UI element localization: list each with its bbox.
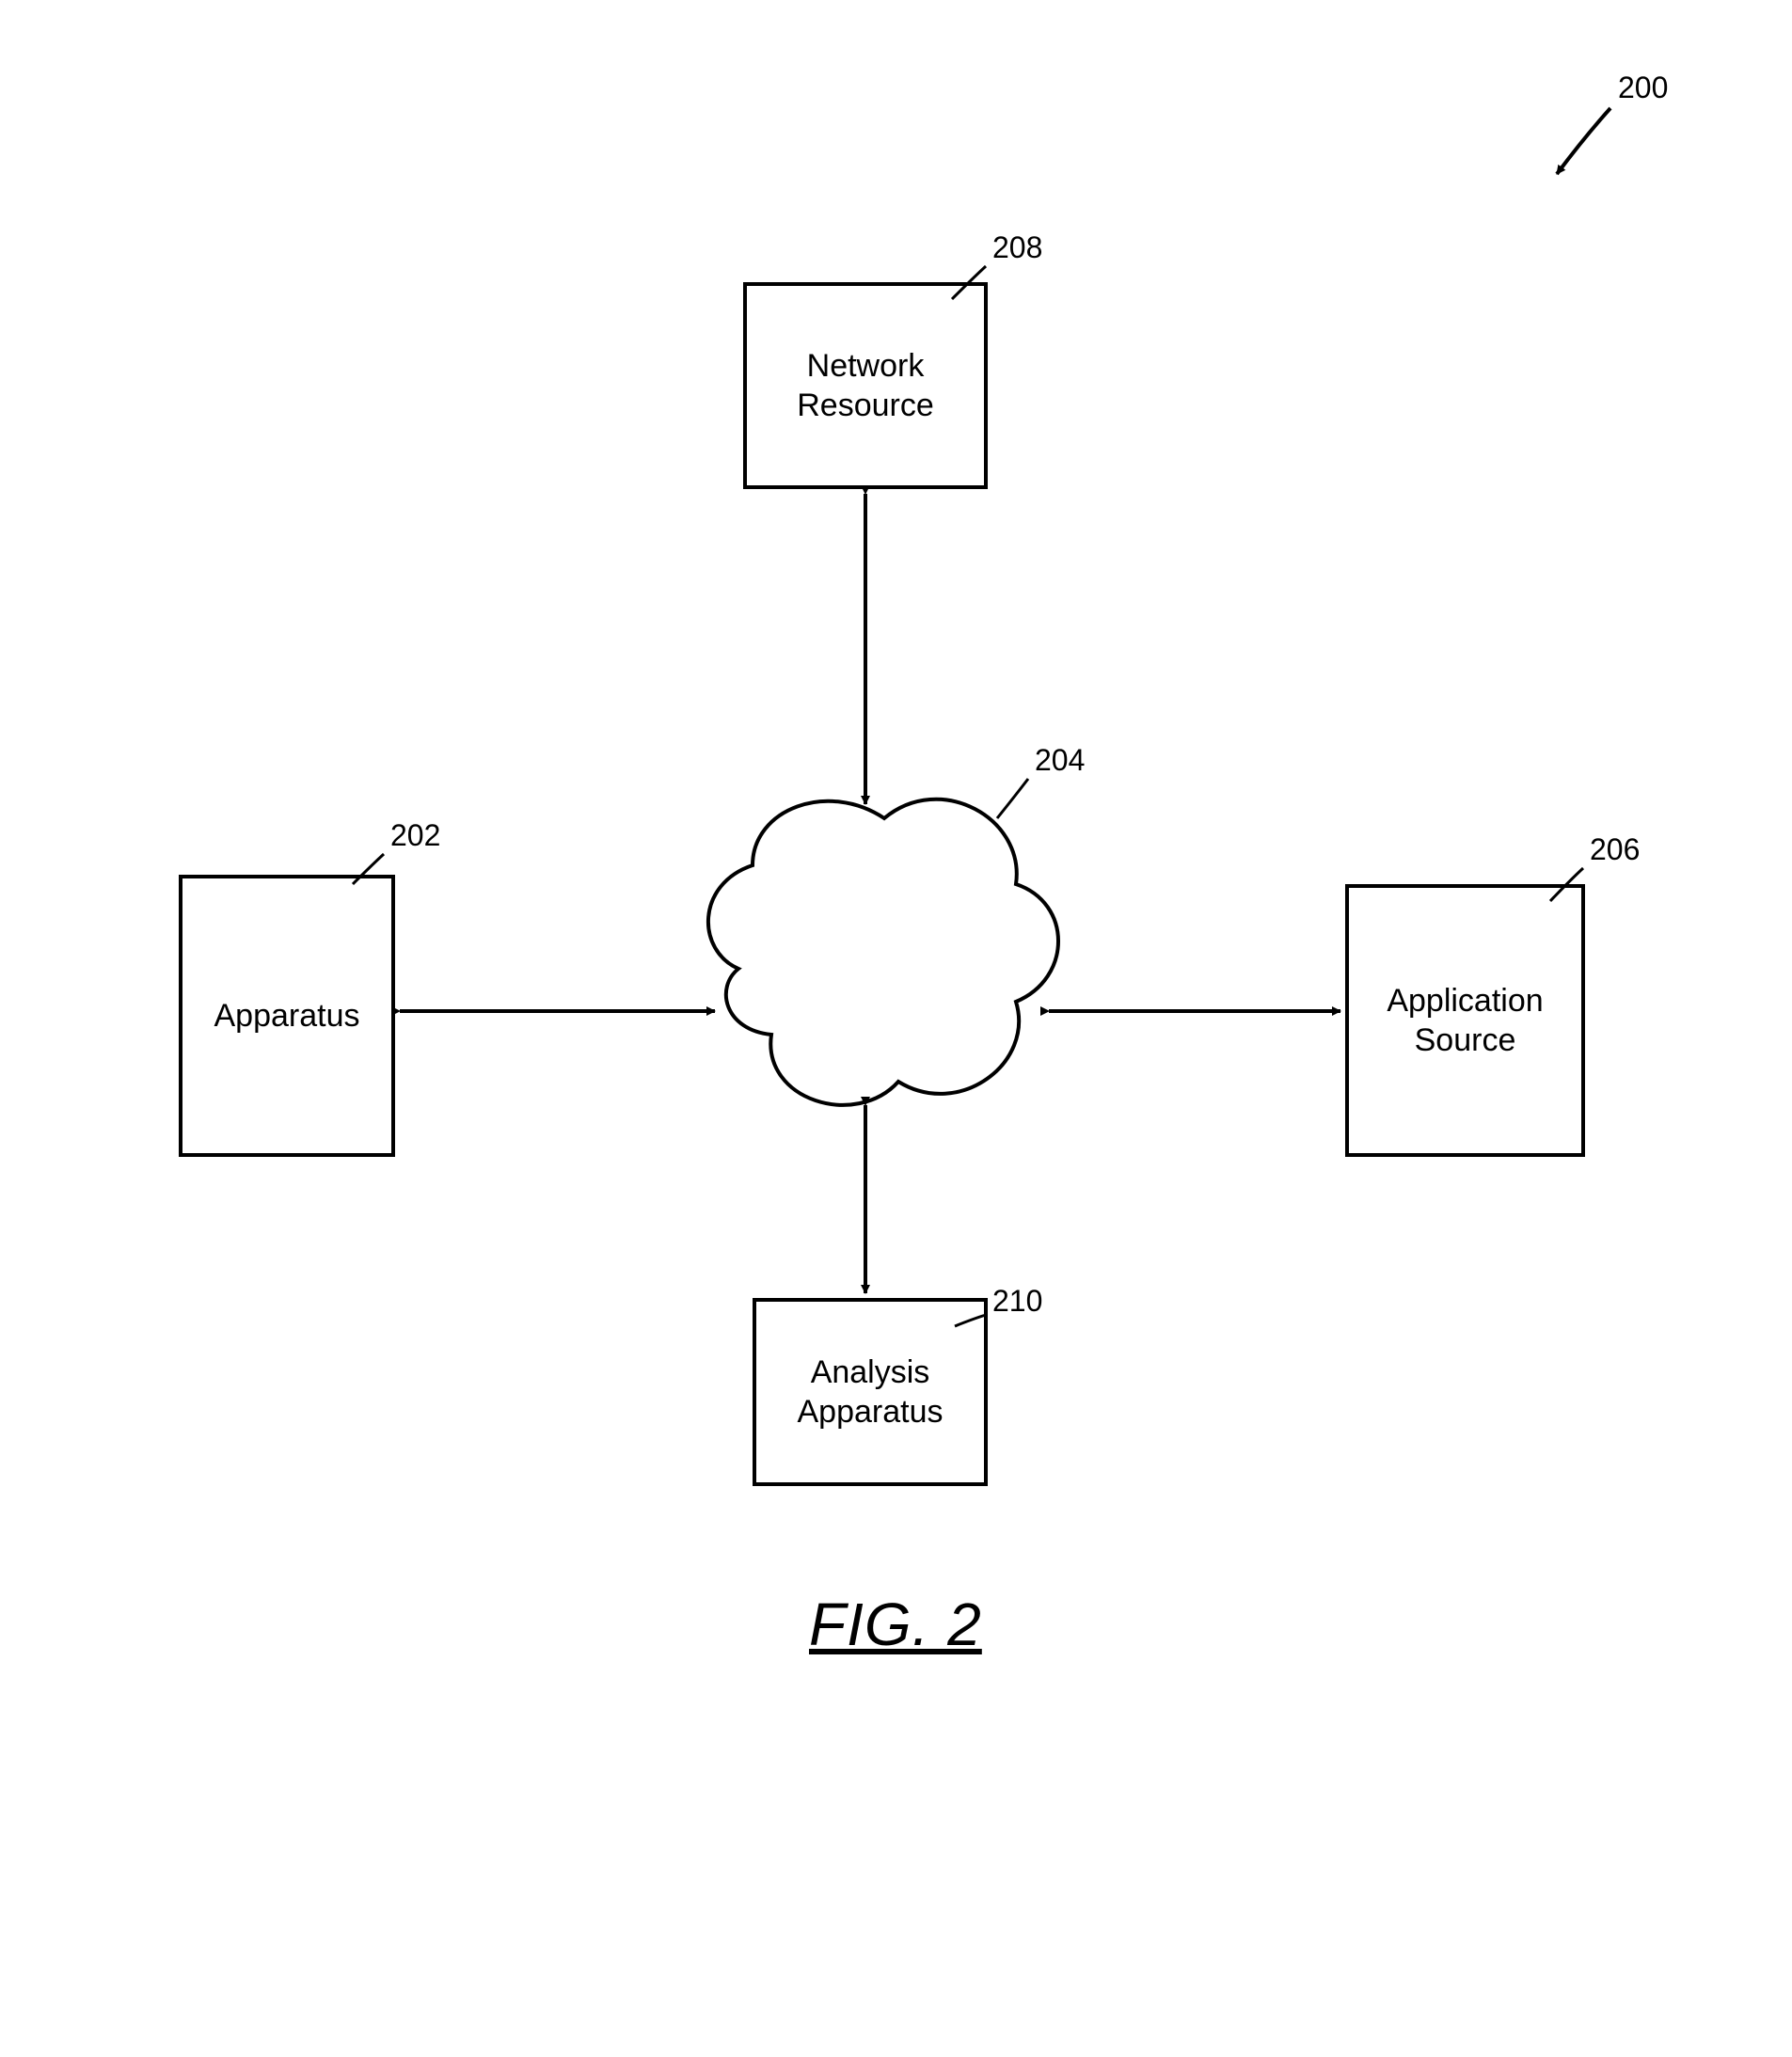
node-apparatus: Apparatus xyxy=(179,875,395,1157)
node-network-resource: NetworkResource xyxy=(743,282,988,489)
figure-caption: FIG. 2 xyxy=(809,1590,982,1659)
figure-page: 200 Apparatus 202 NetworkResource 208 Ap… xyxy=(0,0,1792,2057)
node-network-cloud-label: Network xyxy=(809,969,927,1005)
node-apparatus-label: Apparatus xyxy=(214,996,360,1036)
node-application-source: ApplicationSource xyxy=(1345,884,1585,1157)
ref-206: 206 xyxy=(1590,832,1640,867)
leader-200-arrow xyxy=(1557,108,1610,174)
diagram-ref-200: 200 xyxy=(1618,71,1668,105)
network-cloud-shape xyxy=(708,799,1058,1105)
ref-208: 208 xyxy=(992,230,1042,265)
node-application-source-label: ApplicationSource xyxy=(1387,981,1543,1061)
node-network-resource-label: NetworkResource xyxy=(797,346,934,426)
ref-202: 202 xyxy=(390,818,440,853)
ref-210: 210 xyxy=(992,1284,1042,1319)
ref-204: 204 xyxy=(1035,743,1085,778)
node-analysis-apparatus-label: AnalysisApparatus xyxy=(798,1353,944,1432)
leader-204 xyxy=(997,779,1028,818)
node-analysis-apparatus: AnalysisApparatus xyxy=(753,1298,988,1486)
